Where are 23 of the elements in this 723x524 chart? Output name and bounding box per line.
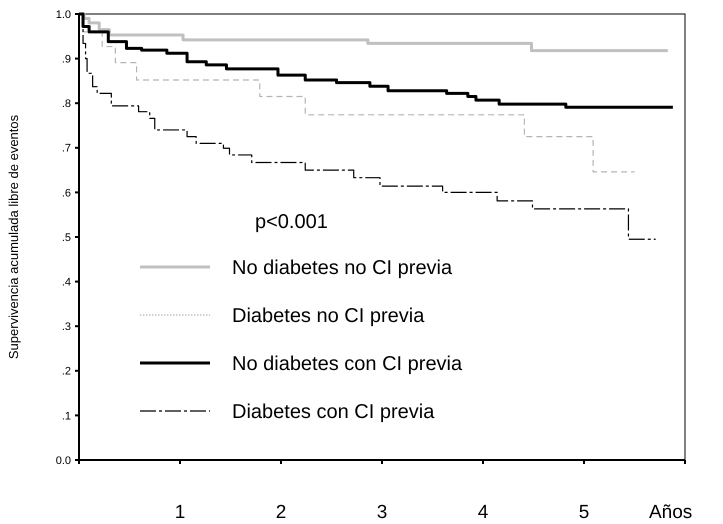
y-tick-label: .9	[62, 53, 71, 66]
y-tick-label: .8	[62, 98, 71, 110]
legend-label: Diabetes con CI previa	[232, 401, 436, 423]
y-tick-label: .4	[62, 276, 71, 288]
x-tick-label: 2	[276, 502, 286, 523]
y-tick-label: 0.0	[56, 454, 71, 467]
x-tick-label: 4	[478, 502, 489, 523]
legend-label: No diabetes con CI previa	[232, 353, 464, 375]
x-tick-label: 5	[578, 502, 590, 523]
x-tick-label: 3	[376, 502, 388, 523]
legend-label: Diabetes no CI previa	[232, 305, 426, 327]
y-tick-label: .6	[62, 187, 71, 200]
y-tick-label: .5	[62, 232, 71, 244]
y-tick-label: .3	[62, 321, 71, 334]
y-tick-label: .1	[62, 410, 71, 422]
y-tick-label: .7	[62, 142, 71, 155]
x-tick-label: 1	[174, 502, 186, 523]
legend-label: No diabetes no CI previa	[232, 257, 454, 279]
annotation: p<0.001	[255, 211, 328, 233]
y-tick-label: .2	[62, 366, 71, 378]
x-axis-title: Años	[649, 502, 692, 523]
y-axis-title: Supervivencia acumulada libre de eventos	[6, 114, 21, 360]
y-tick-label: 1.0	[56, 8, 71, 21]
